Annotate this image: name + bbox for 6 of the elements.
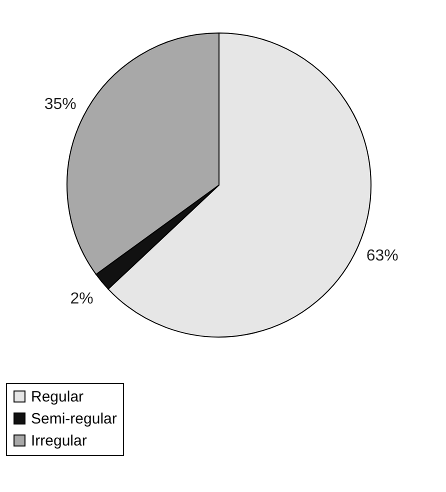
legend-label: Semi-regular: [31, 410, 117, 428]
legend-label: Irregular: [31, 432, 87, 450]
data-label: 63%: [366, 248, 398, 265]
legend-label: Regular: [31, 388, 84, 406]
data-label: 2%: [70, 290, 94, 308]
data-label: 35%: [44, 96, 76, 114]
